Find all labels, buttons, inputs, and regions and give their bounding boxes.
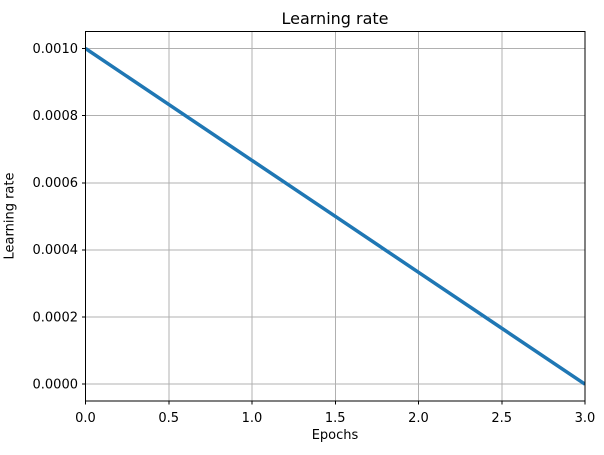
x-tick-label: 0.5 <box>158 411 179 426</box>
y-tick-label: 0.0006 <box>33 176 79 191</box>
y-tick-label: 0.0002 <box>33 310 79 325</box>
y-tick-label: 0.0000 <box>33 378 79 393</box>
y-axis-label: Learning rate <box>2 172 18 260</box>
y-tick-label: 0.0010 <box>33 42 79 57</box>
x-tick-label: 1.5 <box>325 411 346 426</box>
x-axis-label: Epochs <box>311 428 359 443</box>
x-tick-label: 2.5 <box>491 411 512 426</box>
y-tick-label: 0.0004 <box>33 243 79 258</box>
x-tick-label: 1.0 <box>242 411 263 426</box>
x-tick-label: 3.0 <box>575 411 596 426</box>
learning-rate-line <box>85 47 585 386</box>
x-tick-label: 2.0 <box>408 411 429 426</box>
x-tick-label: 0.0 <box>75 411 96 426</box>
y-tick-label: 0.0008 <box>33 109 79 124</box>
chart-title: Learning rate <box>281 9 389 28</box>
